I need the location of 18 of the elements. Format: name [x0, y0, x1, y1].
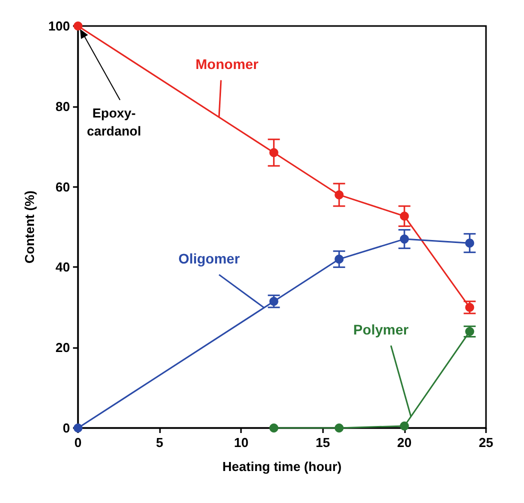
text: Polymer	[353, 322, 410, 338]
y-axis-title: Content (%)	[22, 190, 37, 264]
annotation: Epoxy- cardanol	[86, 106, 142, 138]
y-tick-label: 20	[56, 340, 70, 356]
x-tick-label: 20	[397, 435, 412, 450]
x-tick-label: 0	[74, 435, 82, 450]
series-label: Monomer	[196, 56, 260, 72]
x-tick-label: 15	[316, 435, 330, 450]
y-tick-label: 100	[48, 18, 70, 34]
y-tick-label: 40	[56, 260, 70, 275]
x-tick-label: 25	[478, 435, 494, 450]
y-tick-label: 0	[62, 420, 70, 436]
text: Oligomer	[178, 250, 240, 267]
x-axis-title: Heating time (hour)	[222, 459, 342, 474]
y-tick-label: 60	[56, 179, 70, 194]
x-tick-label: 10	[234, 435, 248, 450]
x-tick-label: 5	[156, 435, 164, 450]
y-tick-label: 80	[56, 98, 70, 114]
